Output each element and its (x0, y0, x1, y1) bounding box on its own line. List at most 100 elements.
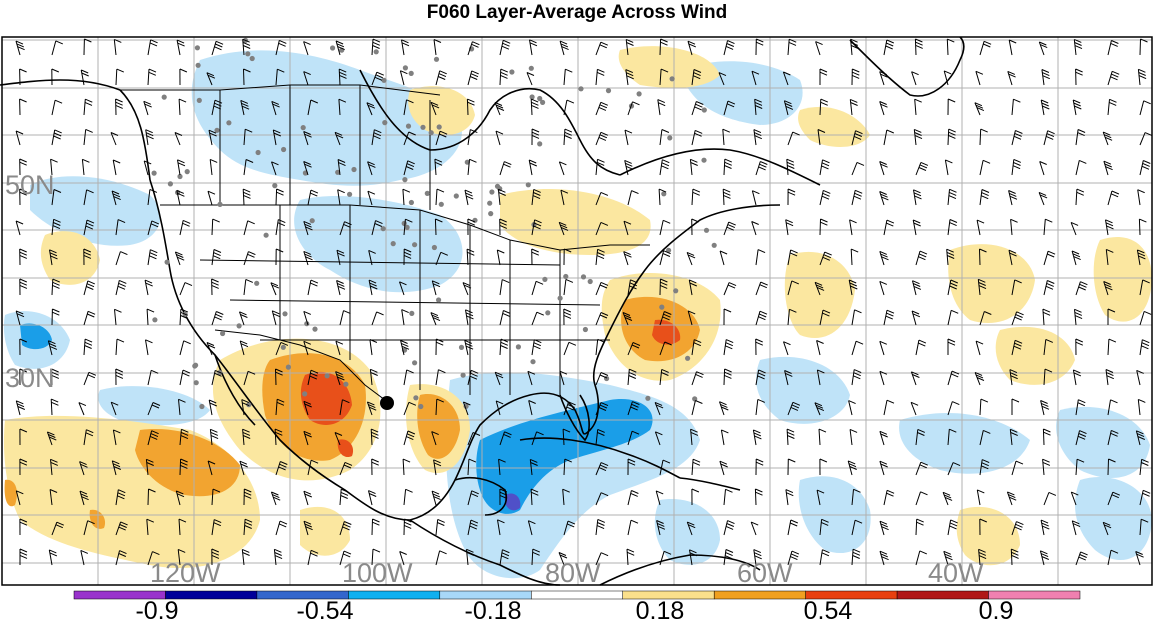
wind-barb (658, 188, 667, 206)
wind-barb (111, 460, 121, 476)
wind-barb (499, 488, 508, 506)
wind-barb (114, 308, 122, 326)
wind-barb (1006, 491, 1017, 506)
wind-barb (51, 218, 61, 236)
lon-label-80w: 80W (545, 558, 601, 588)
wind-barb (979, 248, 987, 266)
wind-barb (627, 190, 639, 206)
wind-barb (275, 461, 288, 476)
wind-barb (1103, 281, 1113, 296)
station-markers (151, 37, 717, 410)
wind-barb (819, 218, 828, 236)
wind-barb (271, 161, 279, 176)
station-dot (458, 344, 465, 350)
wind-barb (83, 248, 92, 266)
wind-barb (723, 339, 734, 356)
wind-barb (879, 430, 888, 446)
wind-barb (51, 68, 59, 86)
wind-barb (179, 340, 191, 356)
wind-barb (686, 521, 696, 536)
wind-barb (433, 39, 442, 56)
colorbar-segment (988, 590, 1081, 600)
wind-barb (51, 129, 62, 146)
wind-barb (787, 280, 799, 296)
station-dot (196, 97, 202, 103)
wind-barb (243, 159, 254, 176)
wind-barb (754, 98, 763, 116)
wind-barb (48, 549, 58, 566)
station-dot (489, 189, 495, 195)
wind-barb (50, 458, 58, 476)
wind-barb (243, 518, 253, 536)
station-dot (195, 62, 201, 68)
wind-barb (755, 310, 768, 326)
station-dot (380, 226, 386, 232)
wind-barb (595, 312, 609, 326)
wind-barb (19, 188, 27, 206)
wind-barb (467, 519, 479, 536)
wind-barb (785, 219, 794, 236)
wind-barb (464, 339, 474, 356)
wind-barb (147, 551, 160, 566)
wind-barb (15, 400, 25, 416)
wind-barb (563, 458, 572, 476)
wind-barb (913, 189, 922, 206)
wind-barb (1073, 38, 1083, 56)
wind-barb (270, 282, 280, 296)
wind-barb (431, 280, 441, 296)
wind-barb (19, 428, 28, 446)
wind-barb (339, 550, 352, 566)
station-dot (302, 391, 308, 397)
wind-barb (83, 520, 95, 536)
wind-barb (83, 98, 93, 116)
wind-barb (787, 519, 798, 536)
wind-barb (563, 341, 577, 356)
wind-barb (336, 280, 346, 296)
wind-barb (1009, 428, 1018, 446)
station-dot (347, 191, 353, 197)
wind-barb (1075, 68, 1083, 86)
wind-barb (499, 218, 507, 236)
wind-barb (879, 101, 888, 116)
wind-barb (243, 128, 253, 146)
wind-barb (334, 131, 344, 146)
wind-barb (335, 371, 345, 386)
wind-barb (627, 401, 640, 416)
wind-barb (494, 371, 504, 386)
wind-barb (179, 308, 189, 326)
wind-barb (563, 68, 573, 86)
wind-barb (1071, 250, 1081, 266)
wind-barb (850, 248, 859, 266)
wind-barb (1072, 99, 1082, 116)
wind-barb (883, 129, 894, 146)
wind-barb (47, 340, 58, 356)
wind-barb (435, 369, 446, 386)
wind-barb (467, 490, 479, 506)
station-dot (487, 200, 493, 206)
wind-barb (303, 430, 312, 446)
station-dot (659, 304, 665, 310)
wind-barb (19, 158, 27, 176)
wind-barb (719, 401, 729, 416)
wind-barb (115, 521, 128, 536)
wind-barb (979, 189, 990, 206)
wind-barb (15, 40, 25, 56)
wind-barb (625, 38, 634, 56)
wind-barb (560, 189, 569, 206)
wind-barb (595, 101, 608, 116)
wind-barb (307, 369, 319, 386)
wind-barb (879, 370, 888, 386)
wind-barb (275, 219, 286, 236)
pos-region-labrador (798, 106, 870, 147)
wind-barb (307, 549, 319, 566)
station-dot (431, 244, 437, 251)
station-dot (545, 310, 551, 316)
wind-barb (431, 431, 439, 446)
wind-barb (531, 339, 542, 356)
station-dot (312, 326, 318, 332)
wind-barb (979, 311, 992, 326)
pos-region-mid-atlantic (995, 326, 1075, 385)
us-mexico-border (214, 329, 386, 401)
wind-barb (146, 518, 154, 536)
wind-barb (851, 68, 860, 86)
